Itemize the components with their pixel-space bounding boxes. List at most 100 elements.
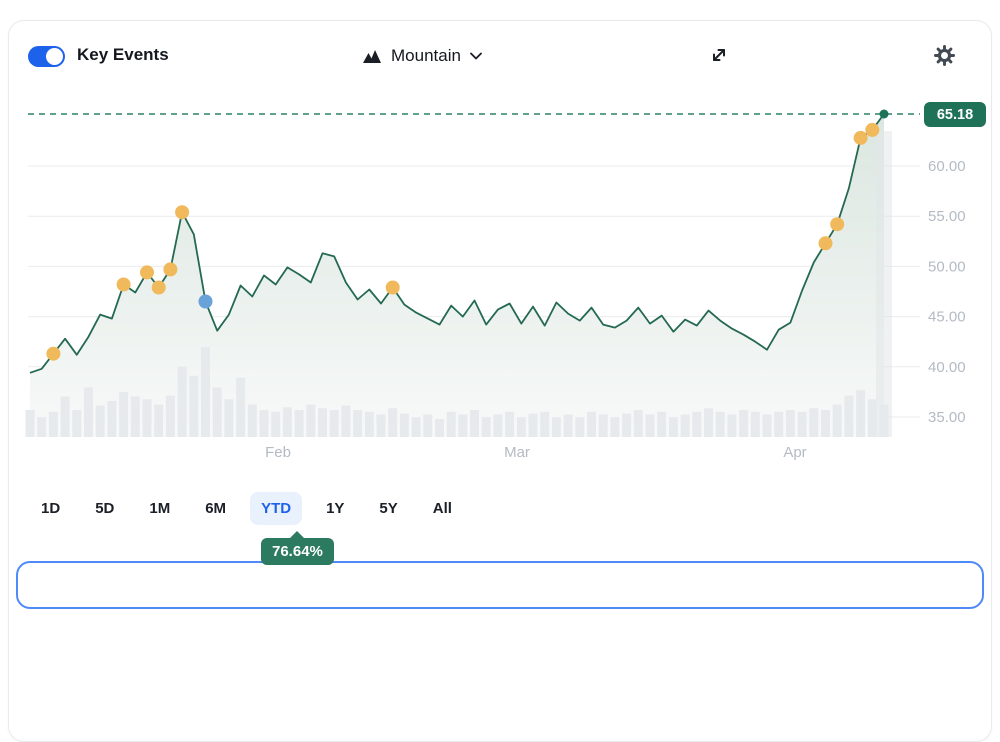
range-button-5y[interactable]: 5Y: [368, 492, 408, 525]
volume-bar: [832, 404, 842, 437]
volume-bar: [282, 407, 292, 437]
volume-bar: [247, 404, 257, 437]
volume-bar: [119, 392, 129, 437]
area-fill: [30, 114, 884, 437]
range-button-1d[interactable]: 1D: [30, 492, 71, 525]
volume-bar: [797, 411, 807, 437]
range-button-6m[interactable]: 6M: [194, 492, 237, 525]
expand-fullscreen-button[interactable]: [708, 44, 730, 66]
time-range-selector: 1D 5D 1M 6M YTD 1Y 5Y All: [30, 492, 463, 525]
volume-bar: [809, 408, 819, 437]
y-axis-label: 45.00: [928, 309, 966, 326]
range-button-1y[interactable]: 1Y: [315, 492, 355, 525]
key-event-dot-yellow[interactable]: [865, 122, 880, 137]
key-event-dot-yellow[interactable]: [830, 217, 845, 232]
volume-bar: [130, 396, 140, 437]
volume-bar: [692, 411, 702, 437]
range-button-1m[interactable]: 1M: [138, 492, 181, 525]
volume-bar: [563, 414, 573, 437]
key-event-dot-yellow[interactable]: [116, 277, 131, 292]
volume-bar: [107, 401, 117, 437]
key-event-dot-yellow[interactable]: [151, 280, 166, 295]
volume-bar: [493, 414, 503, 437]
range-button-5d[interactable]: 5D: [84, 492, 125, 525]
settings-button[interactable]: [933, 44, 956, 69]
mountain-chart-icon: [362, 48, 382, 64]
volume-bar: [645, 414, 655, 437]
volume-bar: [60, 396, 70, 437]
volume-bar: [668, 417, 678, 437]
volume-bar: [739, 410, 749, 437]
volume-bar: [165, 395, 175, 437]
volume-bar: [84, 387, 93, 437]
key-event-dot-yellow[interactable]: [140, 265, 154, 280]
key-events-toggle[interactable]: [28, 46, 65, 67]
volume-bar: [551, 417, 561, 437]
volume-bar: [271, 411, 281, 437]
volume-bar: [879, 404, 889, 437]
performance-tooltip: 76.64%: [261, 531, 334, 565]
volume-bar: [376, 414, 386, 437]
y-axis-label: 60.00: [928, 158, 966, 175]
volume-bar: [610, 417, 620, 437]
volume-bar: [867, 399, 877, 437]
key-event-dot-yellow[interactable]: [818, 236, 833, 251]
x-axis-label: Apr: [783, 444, 806, 461]
volume-bar: [856, 390, 866, 437]
key-event-dot-blue[interactable]: [198, 294, 213, 309]
volume-bar: [364, 411, 374, 437]
volume-bar: [142, 399, 152, 437]
volume-bar: [411, 417, 421, 437]
volume-bar: [575, 417, 585, 437]
volume-bar: [399, 413, 409, 437]
volume-bar: [715, 411, 725, 437]
key-event-dot-yellow[interactable]: [853, 130, 868, 145]
chevron-down-icon: [470, 52, 482, 60]
volume-bar: [212, 387, 222, 437]
chart-type-dropdown[interactable]: Mountain: [362, 42, 482, 70]
volume-bar: [844, 395, 854, 437]
volume-bar: [750, 411, 760, 437]
range-button-all[interactable]: All: [422, 492, 463, 525]
current-price-badge: 65.18: [924, 102, 986, 127]
volume-bar: [458, 414, 468, 437]
volume-bar: [423, 414, 433, 437]
volume-bar: [224, 399, 234, 437]
price-line: [29, 113, 885, 374]
volume-bar: [189, 375, 199, 437]
volume-bar: [37, 417, 47, 437]
key-event-dot-yellow[interactable]: [385, 280, 400, 295]
volume-bar: [704, 408, 713, 437]
price-chart[interactable]: 60.00 55.00 50.00 45.00 40.00 35.00 Feb Mar Apr: [0, 85, 1000, 470]
volume-bar: [341, 405, 351, 437]
key-event-dot-yellow[interactable]: [175, 205, 190, 220]
volume-bar: [446, 411, 456, 437]
volume-bar: [72, 410, 82, 437]
volume-bar: [516, 417, 526, 437]
volume-bar: [540, 411, 550, 437]
volume-bar: [680, 414, 690, 437]
y-axis-label: 55.00: [928, 208, 966, 225]
toggle-knob: [46, 48, 63, 65]
volume-bar: [353, 410, 363, 437]
gear-icon: [933, 44, 956, 69]
volume-bar: [821, 410, 830, 437]
x-axis-label: Feb: [265, 444, 291, 461]
key-event-dot-yellow[interactable]: [46, 346, 61, 361]
next-section-card[interactable]: [16, 561, 984, 609]
volume-bar: [481, 417, 491, 437]
expand-icon: [708, 49, 730, 69]
volume-bar: [785, 410, 795, 437]
key-event-dot-yellow[interactable]: [163, 262, 178, 277]
volume-bar: [633, 410, 643, 437]
volume-bar: [762, 414, 772, 437]
volume-bar: [294, 410, 304, 437]
current-price-dot: [879, 109, 889, 119]
volume-bar: [48, 411, 58, 437]
volume-bar: [306, 404, 316, 437]
volume-bar: [259, 410, 269, 437]
volume-bar: [598, 414, 608, 437]
volume-bar: [154, 404, 164, 437]
volume-bar: [318, 408, 327, 437]
range-button-ytd[interactable]: YTD: [250, 492, 303, 525]
